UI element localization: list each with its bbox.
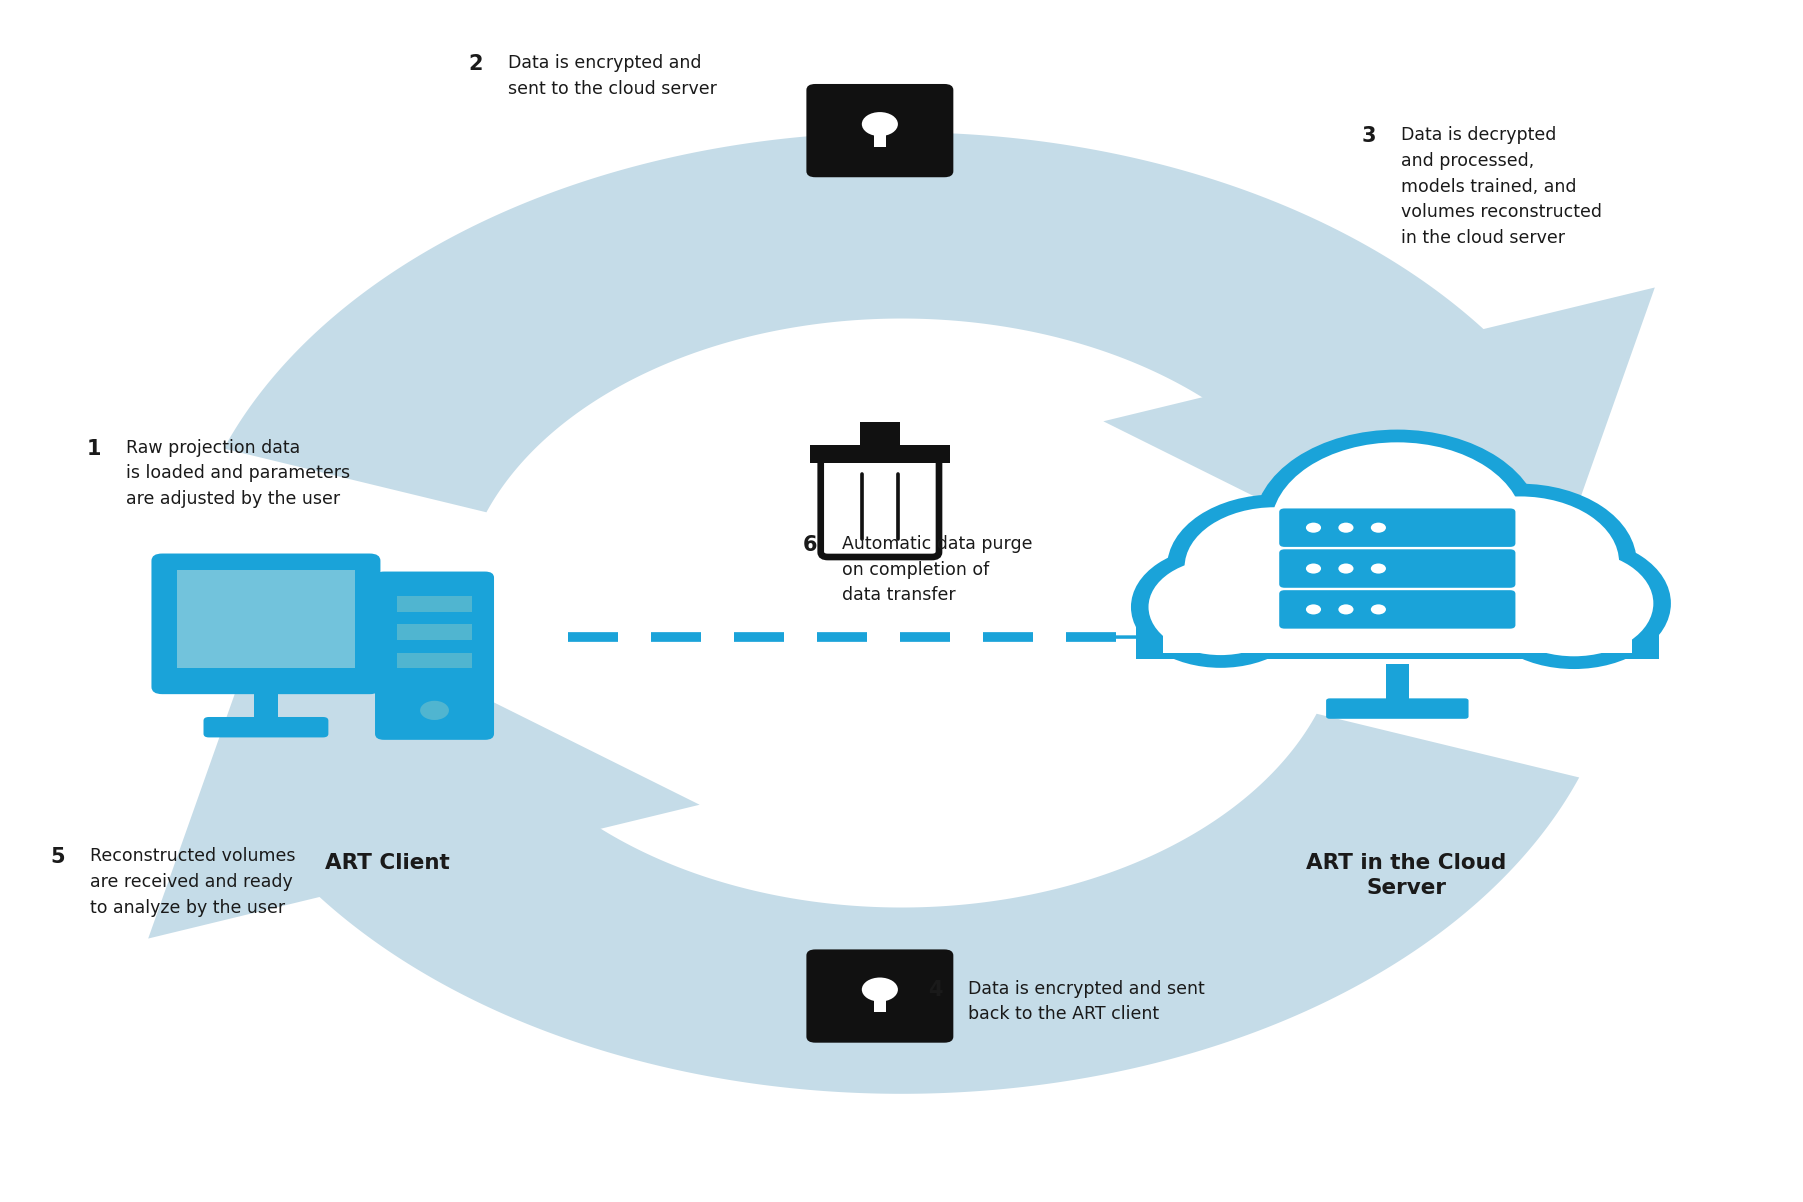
Polygon shape — [224, 132, 1579, 512]
Text: Data is encrypted and
sent to the cloud server: Data is encrypted and sent to the cloud … — [508, 54, 718, 97]
Bar — [177, 571, 355, 668]
Bar — [1387, 664, 1410, 702]
Circle shape — [1370, 564, 1387, 573]
FancyBboxPatch shape — [806, 84, 954, 177]
Text: 5: 5 — [50, 847, 65, 868]
Circle shape — [1338, 605, 1354, 614]
Circle shape — [1421, 496, 1619, 629]
FancyBboxPatch shape — [820, 458, 939, 557]
Circle shape — [1134, 549, 1307, 665]
FancyBboxPatch shape — [375, 572, 494, 740]
Text: Data is decrypted
and processed,
models trained, and
volumes reconstructed
in th: Data is decrypted and processed, models … — [1401, 126, 1601, 246]
Circle shape — [1170, 498, 1379, 637]
Circle shape — [1271, 442, 1524, 611]
FancyBboxPatch shape — [151, 553, 380, 695]
Text: 4: 4 — [929, 980, 943, 1000]
Circle shape — [862, 977, 898, 1001]
Bar — [860, 422, 900, 446]
Text: Reconstructed volumes
are received and ready
to analyze by the user: Reconstructed volumes are received and r… — [90, 847, 296, 917]
Bar — [874, 989, 885, 1012]
Circle shape — [1305, 564, 1322, 573]
Bar — [254, 686, 278, 721]
Text: Raw projection data
is loaded and parameters
are adjusted by the user: Raw projection data is loaded and parame… — [126, 439, 350, 508]
Bar — [810, 446, 950, 463]
Bar — [397, 653, 472, 668]
Circle shape — [1338, 564, 1354, 573]
Text: Data is encrypted and sent
back to the ART client: Data is encrypted and sent back to the A… — [968, 980, 1204, 1023]
Circle shape — [1185, 507, 1365, 627]
Circle shape — [420, 701, 449, 720]
Bar — [874, 124, 885, 147]
Polygon shape — [224, 714, 1579, 1094]
Polygon shape — [148, 591, 700, 939]
Bar — [1136, 593, 1659, 659]
FancyBboxPatch shape — [806, 950, 954, 1042]
FancyBboxPatch shape — [1280, 590, 1516, 629]
FancyBboxPatch shape — [1280, 549, 1516, 588]
Text: 6: 6 — [802, 535, 817, 555]
Text: ART in the Cloud
Server: ART in the Cloud Server — [1305, 853, 1507, 898]
Text: 3: 3 — [1361, 126, 1376, 147]
Polygon shape — [1103, 287, 1655, 635]
Bar — [1163, 593, 1632, 653]
Circle shape — [1305, 605, 1322, 614]
FancyBboxPatch shape — [1280, 508, 1516, 547]
Circle shape — [1149, 559, 1293, 655]
Circle shape — [1370, 523, 1387, 532]
Text: 1: 1 — [87, 439, 101, 459]
Bar — [397, 596, 472, 612]
Circle shape — [1406, 487, 1634, 638]
FancyBboxPatch shape — [204, 716, 328, 738]
Circle shape — [1257, 433, 1538, 620]
Circle shape — [1480, 541, 1668, 666]
FancyBboxPatch shape — [1327, 698, 1469, 719]
Text: ART Client: ART Client — [325, 853, 451, 874]
Circle shape — [1338, 523, 1354, 532]
Circle shape — [1495, 551, 1653, 656]
Bar — [397, 625, 472, 639]
Circle shape — [1370, 605, 1387, 614]
Text: Automatic data purge
on completion of
data transfer: Automatic data purge on completion of da… — [842, 535, 1033, 605]
Circle shape — [1305, 523, 1322, 532]
Circle shape — [862, 112, 898, 136]
Text: 2: 2 — [469, 54, 483, 75]
